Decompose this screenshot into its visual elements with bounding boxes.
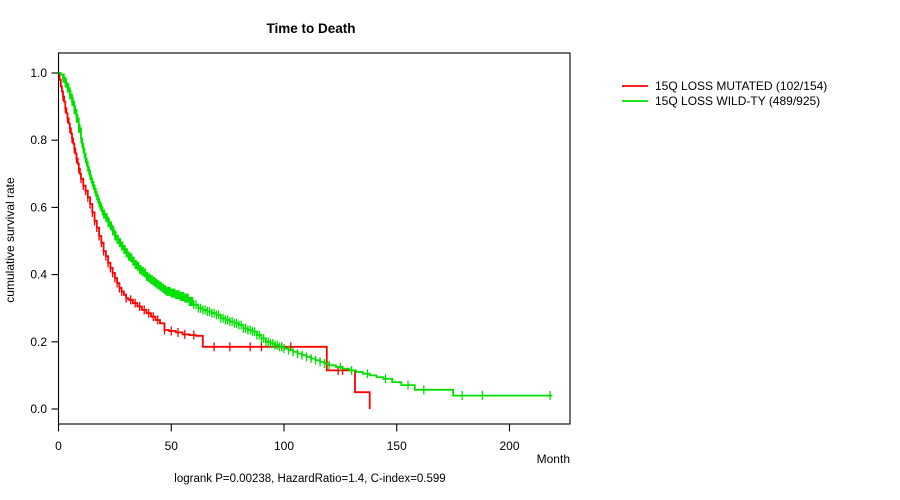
legend: 15Q LOSS MUTATED (102/154) 15Q LOSS WILD… [622,79,827,108]
x-tick-label: 150 [387,439,407,453]
chart-title: Time to Death [266,21,355,36]
statistics-annotation: logrank P=0.00238, HazardRatio=1.4, C-in… [174,473,445,485]
y-axis-ticks: 0.0 0.2 0.4 0.6 0.8 1.0 [30,66,59,416]
y-axis-label: cumulative survival rate [3,177,17,303]
censor-marks-mutated [62,92,344,375]
x-tick-label: 50 [165,439,179,453]
x-axis-ticks: 0 50 100 150 200 [55,424,520,453]
legend-label-wildtype: 15Q LOSS WILD-TY (489/925) [655,94,820,108]
survival-curve-mutated [58,72,371,409]
y-tick-label: 0.4 [30,268,47,282]
y-tick-label: 0.6 [30,200,47,214]
y-tick-label: 0.2 [30,335,47,349]
plot-frame [57,52,571,425]
y-tick-label: 0.8 [30,133,47,147]
legend-entry-mutated: 15Q LOSS MUTATED (102/154) [622,79,827,93]
survival-curves [58,72,553,409]
x-tick-label: 100 [274,439,294,453]
x-tick-label: 200 [499,439,519,453]
legend-entry-wildtype: 15Q LOSS WILD-TY (489/925) [622,94,820,108]
legend-label-mutated: 15Q LOSS MUTATED (102/154) [655,79,827,93]
y-tick-label: 0.0 [30,402,47,416]
x-tick-label: 0 [55,439,62,453]
censor-marks-wildtype [62,73,551,401]
y-tick-label: 1.0 [30,66,47,80]
x-axis-label: Month [537,452,570,466]
